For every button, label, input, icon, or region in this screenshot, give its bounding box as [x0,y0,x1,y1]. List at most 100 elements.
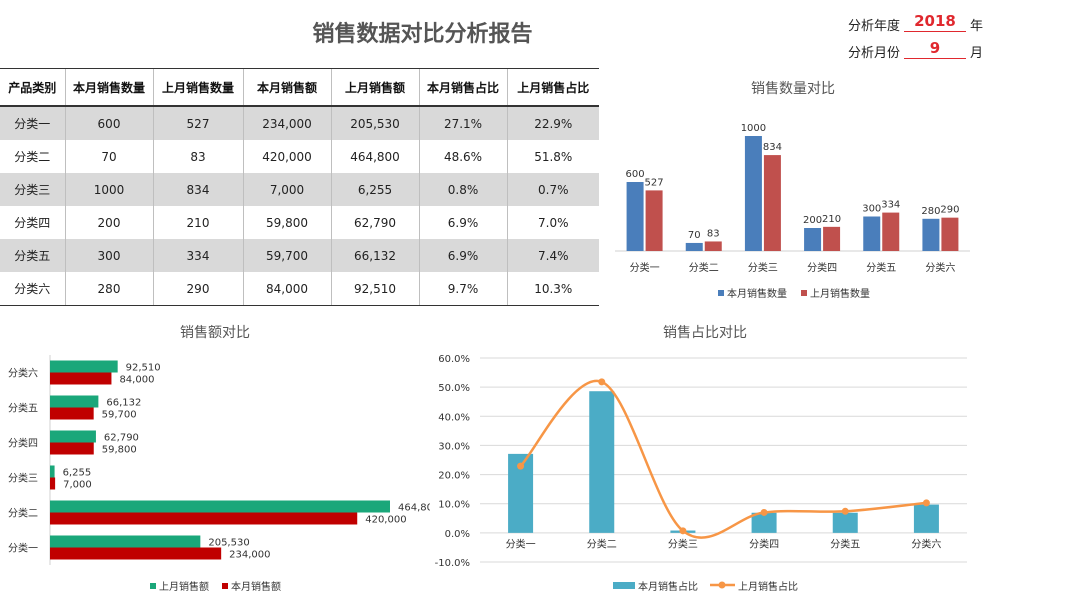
data-label: 66,132 [106,398,141,409]
bar [751,512,777,533]
y-tick-label: 50.0% [438,383,470,394]
table-cell: 234,000 [242,106,331,140]
report-title: 销售数据对比分析报告 [312,22,533,47]
x-tick-label: 分类二 [587,537,617,550]
x-tick-label: 分类四 [749,537,779,550]
y-tick-label: 10.0% [438,500,470,511]
bar [922,218,940,251]
bar [50,360,118,373]
bar [685,242,703,251]
bar [863,216,881,251]
data-label: 59,800 [102,445,137,456]
table-cell: 300 [64,239,153,272]
data-label: 290 [940,205,959,216]
column-header: 产品类别 [0,68,65,107]
bar [50,372,112,385]
data-label: 83 [707,228,720,239]
table-cell: 59,700 [242,239,331,272]
table-cell: 6,255 [330,173,419,206]
table-cell: 464,800 [330,140,419,173]
bar [832,512,858,533]
bar [50,512,358,525]
data-label: 59,700 [102,410,137,421]
bar [763,155,781,251]
table-cell: 7.0% [506,206,599,239]
y-tick-label: -10.0% [435,558,470,569]
column-header: 本月销售数量 [64,68,153,107]
table-cell: 84,000 [242,272,331,306]
data-label: 92,510 [126,363,161,374]
table-cell: 420,000 [242,140,331,173]
table-cell: 66,132 [330,239,419,272]
line-point [760,508,768,516]
table-cell: 59,800 [242,206,331,239]
y-tick-label: 60.0% [438,354,470,365]
table-row: 分类五 300 334 59,700 66,132 6.9% 7.4% [0,239,599,272]
x-tick-label: 分类六 [911,537,941,550]
chart-title: 销售占比对比 [663,325,747,341]
table-row: 分类二 70 83 420,000 464,800 48.6% 51.8% [0,140,599,173]
table-cell: 分类一 [0,106,65,140]
table-cell: 200 [64,206,153,239]
x-tick-label: 分类六 [925,261,955,274]
month-value-field[interactable]: 9 [904,39,966,59]
table-header-row: 产品类别 本月销售数量 上月销售数量 本月销售额 上月销售额 本月销售占比 上月… [0,68,599,107]
table-cell: 9.7% [418,272,507,306]
data-label: 1000 [741,123,766,134]
table-cell: 分类六 [0,272,65,306]
data-label: 84,000 [119,375,154,386]
table-cell: 7,000 [242,173,331,206]
table-cell: 210 [152,206,243,239]
year-value-field[interactable]: 2018 [904,12,966,32]
legend-swatch [801,290,807,296]
column-header: 上月销售占比 [506,68,599,107]
bar [50,430,96,443]
data-label: 62,790 [104,433,139,444]
y-tick-label: 20.0% [438,471,470,482]
bar [704,241,722,251]
table-cell: 27.1% [418,106,507,140]
bar [589,391,615,533]
legend-label: 上月销售占比 [738,580,798,593]
table-cell: 0.7% [506,173,599,206]
table-cell: 334 [152,239,243,272]
table-row: 分类一 600 527 234,000 205,530 27.1% 22.9% [0,106,599,140]
series-line [519,379,927,539]
legend-label: 本月销售数量 [727,287,787,300]
line-point [517,462,525,470]
sales-data-table: 产品类别 本月销售数量 上月销售数量 本月销售额 上月销售额 本月销售占比 上月… [0,68,599,306]
table-cell: 7.4% [506,239,599,272]
table-cell: 205,530 [330,106,419,140]
data-label: 234,000 [229,550,270,561]
data-label: 200 [803,215,822,226]
year-label: 分析年度 [848,19,901,34]
month-label: 分析月份 [848,46,901,61]
bar [744,136,762,251]
bar [882,212,900,251]
year-unit: 年 [970,19,984,34]
month-unit: 月 [970,46,984,61]
y-tick-label: 分类一 [8,542,38,555]
x-tick-label: 分类二 [689,261,719,274]
legend-label: 上月销售额 [159,580,209,593]
x-tick-label: 分类一 [630,261,660,274]
table-cell: 290 [152,272,243,306]
table-row: 分类六 280 290 84,000 92,510 9.7% 10.3% [0,272,599,306]
bar [50,465,55,478]
bar [804,228,822,251]
column-header: 上月销售数量 [152,68,243,107]
table-cell: 分类三 [0,173,65,206]
bar [913,504,939,533]
line-point [598,378,606,386]
x-tick-label: 分类五 [830,537,860,550]
table-row: 分类三 1000 834 7,000 6,255 0.8% 0.7% [0,173,599,206]
table-cell: 527 [152,106,243,140]
table-cell: 0.8% [418,173,507,206]
table-cell: 22.9% [506,106,599,140]
table-row: 分类四 200 210 59,800 62,790 6.9% 7.0% [0,206,599,239]
x-tick-label: 分类三 [748,261,778,274]
y-tick-label: 分类五 [8,402,38,415]
bar [50,395,99,408]
y-tick-label: 分类二 [8,507,38,520]
